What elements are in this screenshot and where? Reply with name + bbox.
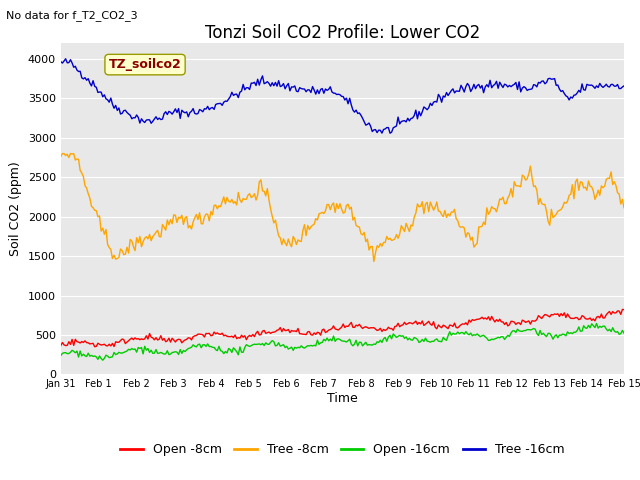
Text: TZ_soilco2: TZ_soilco2	[109, 58, 181, 71]
Y-axis label: Soil CO2 (ppm): Soil CO2 (ppm)	[9, 161, 22, 256]
Title: Tonzi Soil CO2 Profile: Lower CO2: Tonzi Soil CO2 Profile: Lower CO2	[205, 24, 480, 42]
X-axis label: Time: Time	[327, 392, 358, 405]
Legend: Open -8cm, Tree -8cm, Open -16cm, Tree -16cm: Open -8cm, Tree -8cm, Open -16cm, Tree -…	[115, 438, 570, 461]
Text: No data for f_T2_CO2_3: No data for f_T2_CO2_3	[6, 10, 138, 21]
